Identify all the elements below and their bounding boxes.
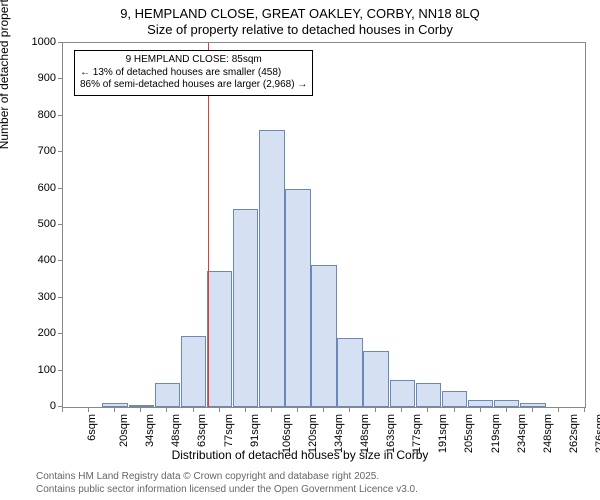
y-tick-label: 900 (38, 72, 56, 84)
x-tick-label: 48sqm (170, 414, 182, 447)
histogram-bar (442, 391, 468, 407)
x-tick-mark (219, 408, 220, 412)
x-tick-mark (532, 408, 533, 412)
x-tick-label: 20sqm (118, 414, 130, 447)
x-tick-mark (140, 408, 141, 412)
footer-text: Contains HM Land Registry data © Crown c… (36, 471, 418, 496)
footer-line2: Contains public sector information licen… (36, 484, 418, 497)
histogram-bar (259, 130, 285, 407)
x-tick-mark (558, 408, 559, 412)
x-tick-mark (88, 408, 89, 412)
x-tick-mark (375, 408, 376, 412)
x-tick-mark (480, 408, 481, 412)
histogram-bar (285, 189, 311, 407)
y-tick-label: 0 (50, 400, 56, 412)
y-tick-label: 500 (38, 218, 56, 230)
y-tick-label: 700 (38, 145, 56, 157)
histogram-bar (155, 383, 181, 407)
x-tick-label: 191sqm (437, 414, 449, 453)
y-tick-label: 800 (38, 109, 56, 121)
x-tick-mark (427, 408, 428, 412)
y-tick-mark (58, 333, 62, 334)
x-tick-mark (245, 408, 246, 412)
histogram-bar (181, 336, 207, 407)
x-tick-label: 134sqm (333, 414, 345, 453)
x-tick-label: 262sqm (568, 414, 580, 453)
y-tick-mark (58, 260, 62, 261)
annotation-line3: 86% of semi-detached houses are larger (… (80, 79, 307, 92)
y-tick-label: 300 (38, 291, 56, 303)
histogram-bar (363, 351, 389, 407)
x-tick-mark (323, 408, 324, 412)
x-tick-label: 106sqm (281, 414, 293, 453)
x-tick-label: 91sqm (249, 414, 261, 447)
x-tick-mark (193, 408, 194, 412)
y-tick-mark (58, 406, 62, 407)
histogram-bar (207, 271, 233, 408)
x-tick-mark (114, 408, 115, 412)
annotation-line1: 9 HEMPLAND CLOSE: 85sqm (80, 54, 307, 67)
x-axis-label: Distribution of detached houses by size … (0, 448, 600, 462)
x-tick-mark (166, 408, 167, 412)
y-tick-mark (58, 78, 62, 79)
x-tick-label: 234sqm (516, 414, 528, 453)
y-tick-label: 1000 (32, 36, 56, 48)
plot-area (62, 42, 586, 408)
histogram-bar (416, 383, 442, 407)
histogram-bar (337, 338, 363, 407)
footer-line1: Contains HM Land Registry data © Crown c… (36, 471, 418, 484)
x-tick-label: 276sqm (594, 414, 600, 453)
x-tick-mark (62, 408, 63, 412)
x-tick-label: 248sqm (542, 414, 554, 453)
x-tick-label: 205sqm (464, 414, 476, 453)
x-tick-label: 148sqm (359, 414, 371, 453)
x-tick-label: 177sqm (411, 414, 423, 453)
x-tick-mark (584, 408, 585, 412)
x-tick-label: 63sqm (196, 414, 208, 447)
annotation-line2: ← 13% of detached houses are smaller (45… (80, 67, 307, 80)
x-tick-mark (349, 408, 350, 412)
histogram-bar (129, 405, 155, 407)
chart-title-sub: Size of property relative to detached ho… (0, 22, 600, 37)
x-tick-mark (297, 408, 298, 412)
x-tick-label: 77sqm (223, 414, 235, 447)
histogram-bar (494, 400, 520, 407)
histogram-bar (102, 403, 128, 407)
x-tick-label: 163sqm (385, 414, 397, 453)
histogram-bar (390, 380, 416, 407)
annotation-box: 9 HEMPLAND CLOSE: 85sqm ← 13% of detache… (74, 50, 313, 96)
y-tick-label: 100 (38, 364, 56, 376)
x-tick-label: 34sqm (144, 414, 156, 447)
histogram-bar (311, 265, 337, 407)
chart-title-main: 9, HEMPLAND CLOSE, GREAT OAKLEY, CORBY, … (0, 6, 600, 21)
x-tick-label: 6sqm (86, 414, 98, 441)
y-tick-label: 200 (38, 327, 56, 339)
y-tick-mark (58, 297, 62, 298)
y-tick-mark (58, 224, 62, 225)
x-tick-label: 219sqm (490, 414, 502, 453)
y-tick-mark (58, 151, 62, 152)
histogram-bar (468, 400, 494, 407)
y-tick-mark (58, 188, 62, 189)
histogram-bar (233, 209, 259, 407)
y-tick-mark (58, 115, 62, 116)
x-tick-mark (506, 408, 507, 412)
x-tick-label: 120sqm (307, 414, 319, 453)
y-axis-label: Number of detached properties (0, 0, 11, 149)
x-tick-mark (454, 408, 455, 412)
x-tick-mark (271, 408, 272, 412)
y-tick-mark (58, 370, 62, 371)
reference-line (208, 43, 209, 407)
x-tick-mark (401, 408, 402, 412)
histogram-bar (520, 403, 546, 407)
y-tick-label: 600 (38, 182, 56, 194)
chart-container: 9, HEMPLAND CLOSE, GREAT OAKLEY, CORBY, … (0, 0, 600, 500)
y-tick-label: 400 (38, 254, 56, 266)
y-tick-mark (58, 42, 62, 43)
